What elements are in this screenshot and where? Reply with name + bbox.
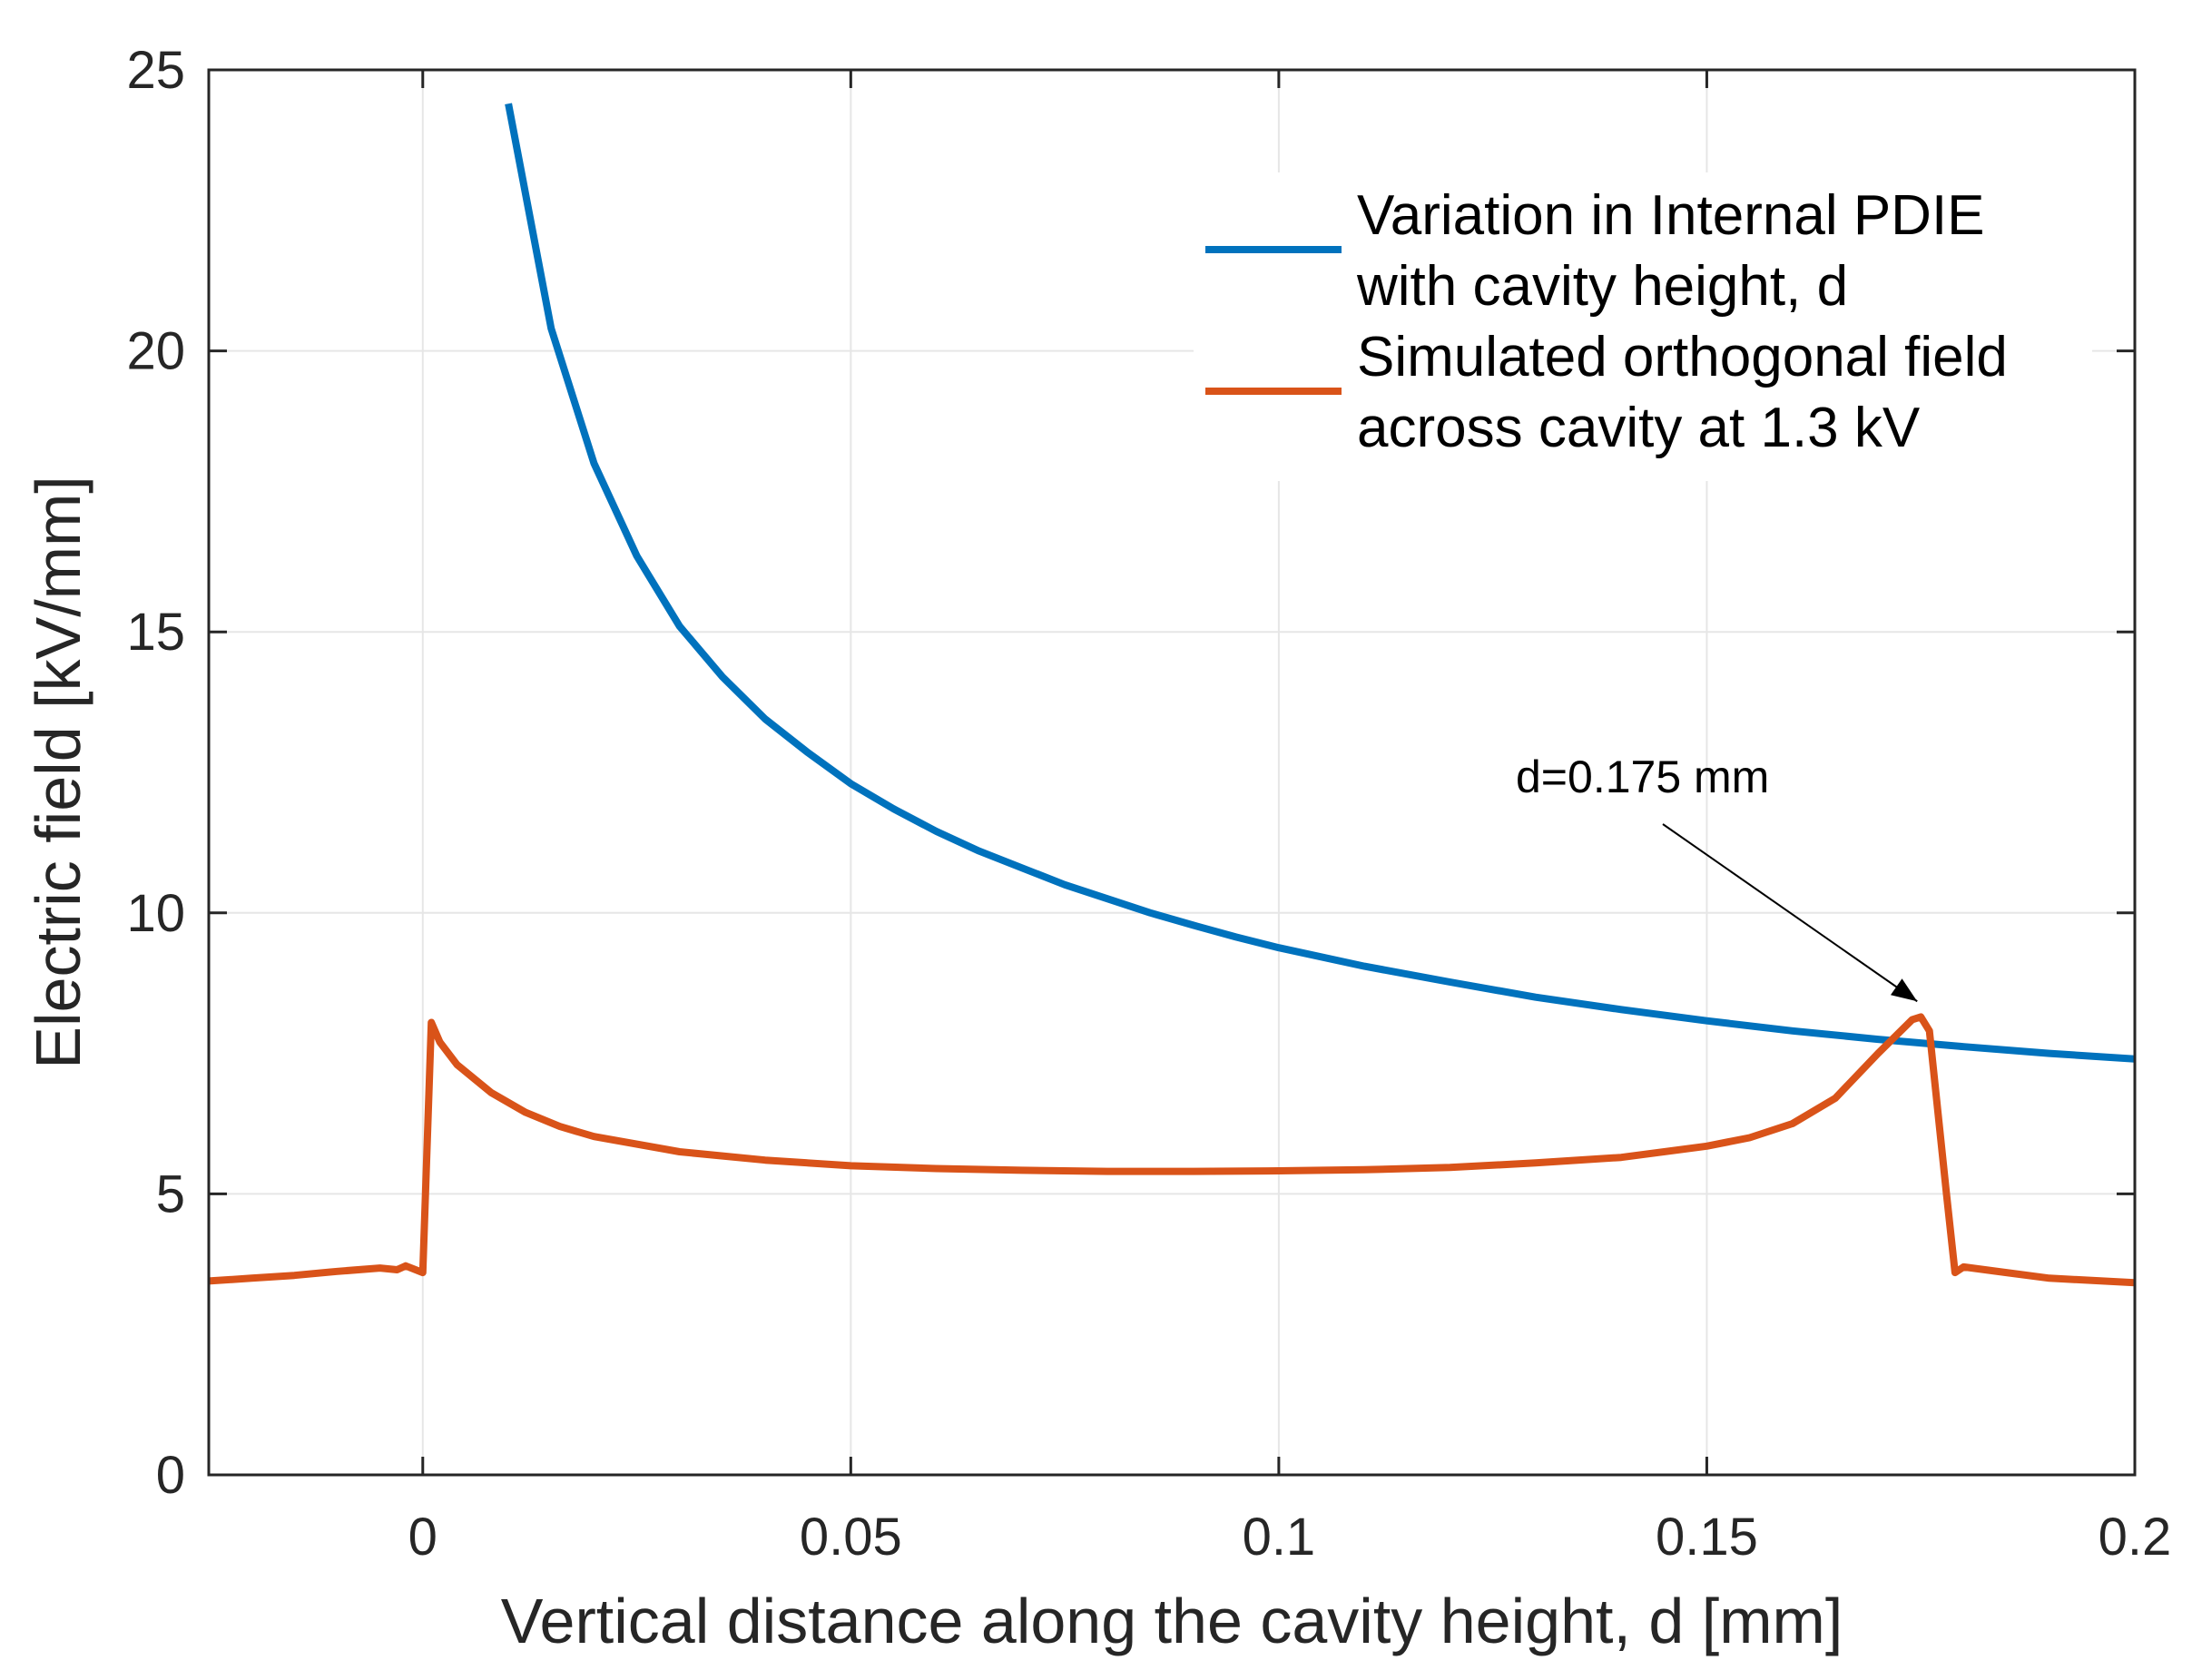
x-tick-label: 0 xyxy=(408,1508,437,1567)
x-axis-label: Vertical distance along the cavity heigh… xyxy=(501,1586,1843,1656)
series-layer xyxy=(208,103,2136,1287)
y-tick-label: 20 xyxy=(126,322,185,381)
legend-label-simulated-line1: Simulated orthogonal field xyxy=(1357,326,2008,388)
series-line-simulated xyxy=(208,1013,2136,1287)
y-axis-label: Electric field [kV/mm] xyxy=(23,476,93,1068)
legend-background xyxy=(1194,172,2092,481)
x-tick-label: 0.05 xyxy=(800,1508,902,1567)
annotation-arrowhead xyxy=(1890,978,1918,1002)
legend-label-pdie-line2: with cavity height, d xyxy=(1356,255,1848,318)
legend: Variation in Internal PDIE with cavity h… xyxy=(1194,172,2092,481)
x-tick-label: 0.1 xyxy=(1243,1508,1316,1567)
x-tick-label: 0.2 xyxy=(2099,1508,2172,1567)
y-tick-label: 10 xyxy=(126,884,185,943)
series-line-pdie xyxy=(505,103,2136,1063)
annotation: d=0.175 mm xyxy=(1516,752,1918,1003)
y-tick-label: 25 xyxy=(126,41,185,100)
annotation-label: d=0.175 mm xyxy=(1516,752,1769,802)
legend-label-pdie-line1: Variation in Internal PDIE xyxy=(1357,184,1985,247)
y-tick-label: 15 xyxy=(126,603,185,662)
x-tick-label: 0.15 xyxy=(1656,1508,1758,1567)
ticks xyxy=(209,68,2137,1477)
y-tick-label: 0 xyxy=(156,1446,185,1505)
legend-label-simulated-line2: across cavity at 1.3 kV xyxy=(1357,397,1921,459)
y-tick-label: 5 xyxy=(156,1164,185,1223)
axes-box xyxy=(207,68,2137,1477)
tick-labels: 0 0.05 0.1 0.15 0.2 0 5 10 15 20 25 xyxy=(126,41,2171,1567)
annotation-arrow xyxy=(1662,823,1918,1003)
